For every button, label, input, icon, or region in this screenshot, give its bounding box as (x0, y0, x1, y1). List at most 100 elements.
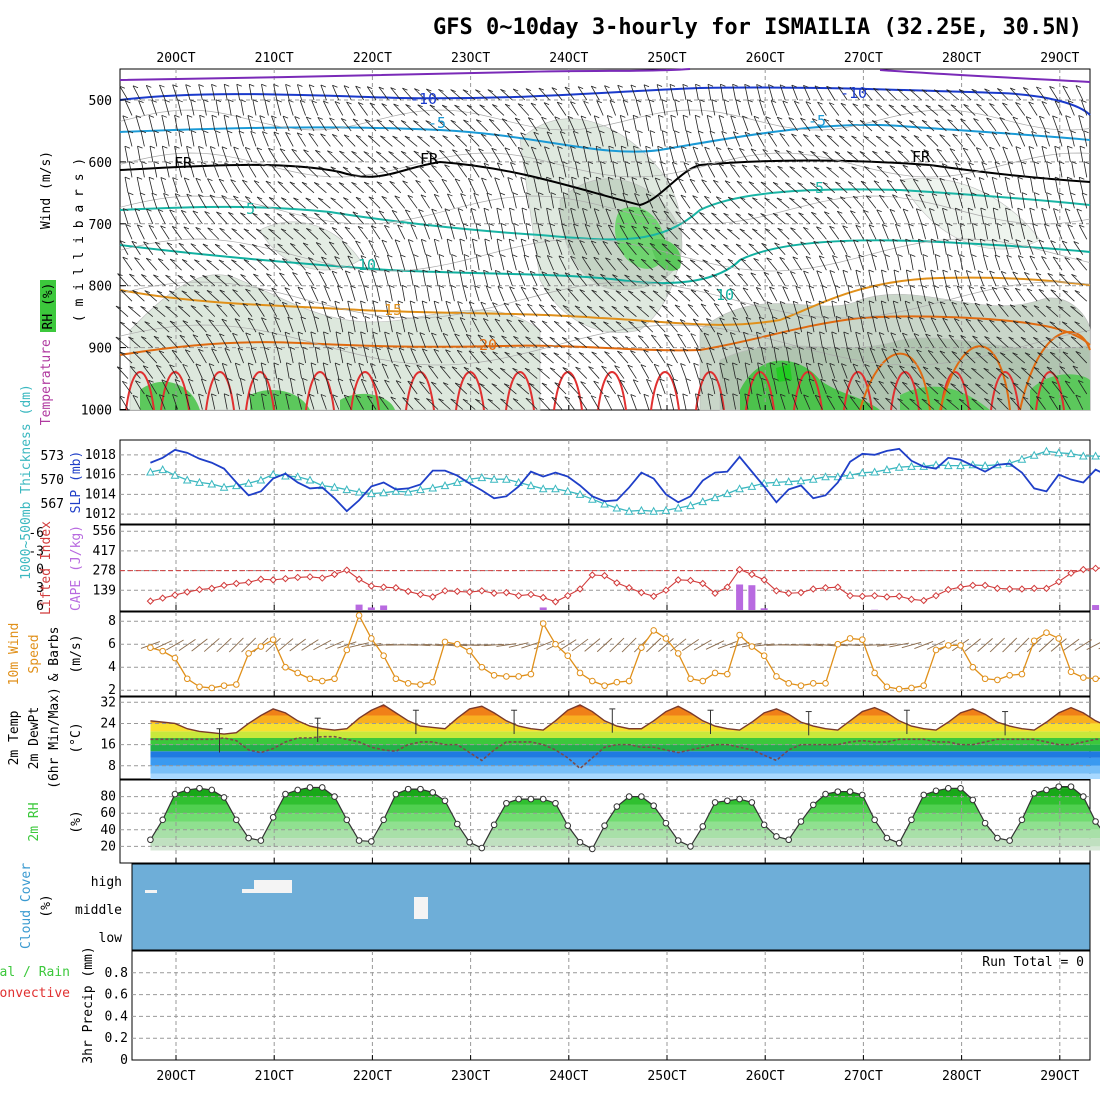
wind-barb-flag (759, 316, 765, 320)
wind-barb-flag (289, 347, 296, 350)
wind-barb (766, 257, 778, 271)
wind-barb (194, 259, 207, 271)
wind-barb-flag (663, 210, 670, 214)
wind-barb-flag (285, 84, 291, 87)
wind-barb (965, 318, 976, 333)
cloud-panel: high middle low Cloud Cover (%) (19, 863, 1091, 951)
wind-barb (590, 395, 600, 410)
wind-barb (1000, 383, 1013, 395)
wind-barb-flag (236, 83, 242, 87)
wind-barb (595, 146, 600, 162)
wind-barb-flag (629, 258, 635, 262)
lifted-index-line-point (343, 566, 351, 574)
wind-barb (916, 301, 922, 317)
wind10-line-point (589, 677, 596, 685)
wind-barb-flag (656, 349, 662, 352)
wind-barb (419, 381, 430, 395)
rh2m-line-point (429, 789, 437, 796)
wind-barb-flag (1052, 256, 1059, 260)
wind-barb (765, 165, 778, 178)
bottom-date-label: 28OCT (942, 1069, 981, 1084)
wind-barb (497, 286, 505, 302)
rh2m-line-point (773, 833, 780, 840)
wind-barb-flag (590, 321, 597, 325)
wind-barb-flag (463, 366, 470, 370)
wind-barb-flag (612, 161, 618, 165)
wind-barb (373, 255, 381, 271)
wind-barb-flag (822, 347, 829, 350)
wind-barb-flag (744, 362, 751, 366)
wind-barb-flag (604, 351, 610, 354)
wind-barb (358, 270, 364, 286)
wind-barb (996, 397, 1009, 410)
wind-barb-flag (600, 161, 606, 164)
wind-barb-flag (975, 351, 981, 355)
cloud-frame (131, 863, 1091, 951)
wind-barb (1081, 192, 1088, 209)
wind-barb-flag (735, 213, 741, 216)
wind-barb (913, 135, 926, 147)
wind-barb-flag (551, 396, 557, 400)
wind-barb-flag (721, 131, 727, 134)
wind-barb-flag (532, 287, 538, 290)
wind-barb (530, 146, 538, 163)
wind-barb (441, 104, 455, 116)
wind-barb-flag (780, 393, 786, 397)
wind-barb-flag (653, 259, 659, 262)
wind-barb (318, 166, 331, 178)
rh2m-line-point (380, 816, 387, 824)
wind-barb (352, 211, 364, 225)
wind-barb-flag (1082, 192, 1088, 196)
wind-barb (384, 225, 393, 240)
wind-barb-flag (544, 287, 550, 291)
wind-barb (675, 211, 687, 225)
wind-barb-flag (425, 120, 431, 124)
wind-barb-flag (549, 223, 556, 227)
wind-barb (456, 350, 468, 364)
wind-barb-flag (921, 223, 927, 227)
rh2m-line-point (601, 822, 608, 829)
wind-barb (826, 86, 836, 101)
wind-barb (1052, 256, 1063, 271)
wind-barb-flag (1046, 192, 1052, 196)
rh-band (150, 829, 1100, 839)
wind-barb-flag (848, 181, 854, 185)
wind-barb-flag (1033, 367, 1040, 370)
wind-barb (1078, 224, 1088, 240)
wind-barb (553, 271, 563, 286)
wind-barb-flag (378, 396, 385, 399)
wind10-barb (508, 642, 529, 648)
wind-barb (160, 225, 170, 240)
wind-barb (195, 319, 207, 333)
wind-barb (599, 130, 604, 147)
wind-barb (637, 335, 650, 348)
wind-barb (264, 243, 278, 256)
wind-barb-flag (735, 99, 742, 103)
wind-barb-flag (890, 381, 896, 385)
wind-barb-flag (686, 274, 692, 278)
wind-barb-flag (329, 241, 335, 245)
wind-barb-flag (310, 331, 316, 335)
wind-barb (698, 244, 712, 256)
wind-barb (1046, 192, 1050, 209)
wind-barb (520, 239, 526, 255)
wind-barb-flag (533, 131, 539, 135)
wind-barb (724, 273, 736, 286)
wind-barb (908, 223, 914, 240)
wind-barb-flag (507, 132, 513, 136)
wind10-line-point (822, 680, 829, 687)
wind-barb-flag (942, 207, 948, 211)
wind-barb (587, 192, 592, 209)
lifted-index-line-point (1091, 564, 1100, 573)
wind-barb (1037, 352, 1050, 364)
wind-barb-flag (428, 179, 434, 183)
rh2m-line-point (331, 793, 338, 800)
wind-barb-flag (884, 120, 890, 124)
wind-barb (268, 228, 282, 240)
wind-barb (518, 319, 530, 333)
wind-barb-flag (750, 272, 756, 276)
wind-barb (855, 270, 860, 286)
wind-barb-flag (494, 318, 501, 322)
wind-barb-flag (777, 165, 783, 169)
wind-barb-flag (372, 379, 379, 383)
